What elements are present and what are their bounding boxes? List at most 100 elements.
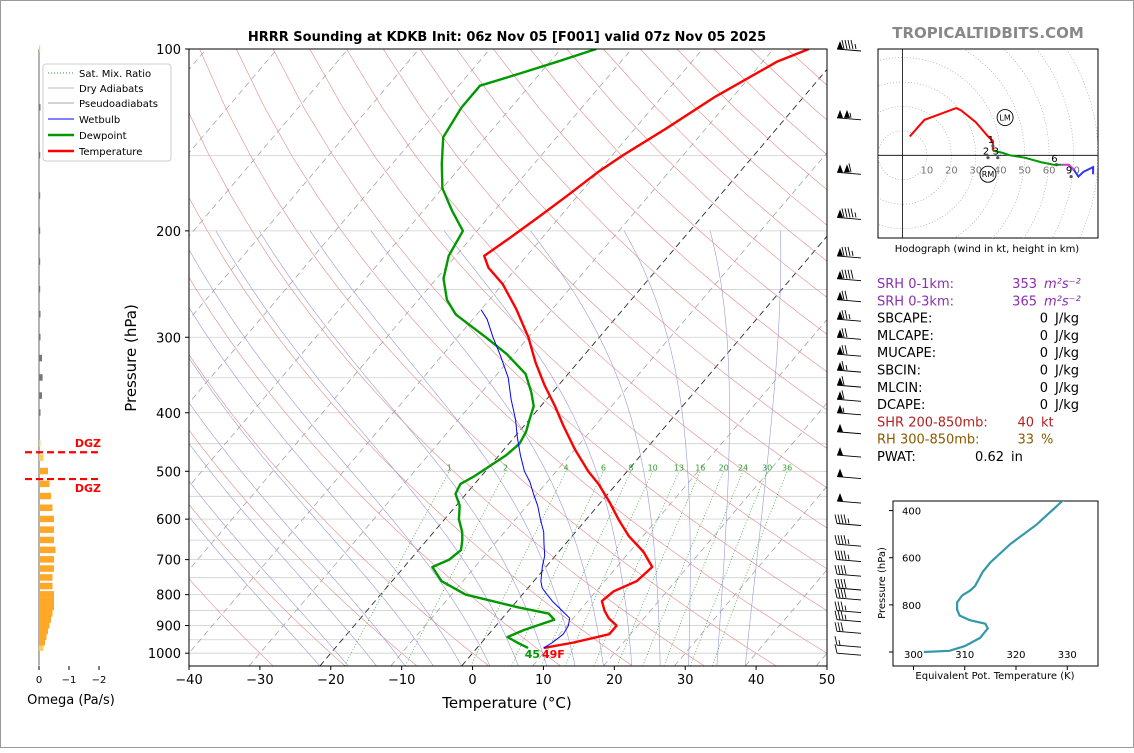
omega-bar <box>39 616 51 623</box>
isotherm-line <box>178 49 702 666</box>
mixing-ratio-label: 4 <box>563 463 568 472</box>
wind-barb-staff <box>837 49 861 51</box>
omega-bar <box>39 104 41 111</box>
y-tick-label: 300 <box>156 331 181 346</box>
storm-motion-label: LM <box>999 114 1010 123</box>
wind-barb-flag <box>845 291 847 300</box>
wind-barb-flag <box>844 565 846 574</box>
index-label: MLCIN: <box>877 381 922 396</box>
y-tick-label: 100 <box>156 43 181 58</box>
index-unit: J/kg <box>1054 398 1079 413</box>
mixing-ratio-label: 13 <box>674 463 684 472</box>
wind-barb-flag <box>835 514 837 523</box>
wind-barb <box>837 163 861 174</box>
wind-barb-staff <box>837 217 861 219</box>
wind-barb-flag <box>835 611 837 620</box>
wind-barb-flag <box>841 589 843 598</box>
index-value: 0 <box>1040 381 1048 396</box>
pseudoadiabat <box>531 231 661 666</box>
hodograph-ring-label: 20 <box>945 165 958 176</box>
index-value: 0.62 <box>975 450 1004 465</box>
wind-barb-staff <box>837 653 861 655</box>
index-unit: kt <box>1041 415 1054 430</box>
wind-barb-staff <box>837 645 861 647</box>
wind-barb-flag <box>851 270 853 279</box>
wind-barb-flag <box>845 310 847 319</box>
hodograph-ring-label: 10 <box>921 165 934 176</box>
wind-barb-flag <box>844 589 846 598</box>
index-value: 33 <box>1017 433 1034 448</box>
wind-barb <box>835 514 861 525</box>
omega-bar <box>39 152 40 159</box>
wind-barb-staff <box>837 544 861 546</box>
wind-barb-staff <box>837 620 861 622</box>
wind-barb-pennant <box>837 110 843 118</box>
mixing-ratio-label: 8 <box>628 463 633 472</box>
x-tick-label: 30 <box>677 673 694 688</box>
wind-barb-flag <box>848 208 850 217</box>
omega-bar <box>39 481 50 488</box>
index-value: 365 <box>1012 294 1037 309</box>
index-label: PWAT: <box>877 450 916 465</box>
wind-barb-half <box>845 615 846 620</box>
index-label: SHR 200-850mb: <box>877 415 988 430</box>
wind-barb <box>837 310 861 321</box>
x-tick-label: 40 <box>748 673 765 688</box>
pseudoadiabat <box>179 231 490 666</box>
wind-barb-staff <box>837 501 861 503</box>
x-tick-label: −30 <box>246 673 273 688</box>
theta-e-frame <box>893 501 1098 666</box>
omega-tick-label: 0 <box>36 675 42 686</box>
omega-bar <box>39 192 40 199</box>
omega-xlabel: Omega (Pa/s) <box>27 693 115 708</box>
wind-barb-pennant <box>837 469 843 477</box>
index-unit: J/kg <box>1054 312 1079 327</box>
wind-barb-half <box>846 365 847 370</box>
legend-label: Sat. Mix. Ratio <box>79 69 151 80</box>
wind-barb-half <box>845 606 846 611</box>
wind-barb <box>837 447 861 457</box>
wind-barb-flag <box>844 514 846 523</box>
wind-barb-pennant <box>837 424 843 432</box>
mixing-ratio-label: 36 <box>782 463 792 472</box>
mixing-ratio-label: 2 <box>503 463 508 472</box>
index-label: DCAPE: <box>877 398 925 413</box>
x-tick-label: 50 <box>819 673 836 688</box>
mixing-ratio-line <box>471 471 566 666</box>
wind-barb-flag <box>848 247 850 256</box>
wind-barb-pennant <box>837 164 843 172</box>
omega-bar <box>39 409 41 416</box>
omega-bar <box>39 526 54 533</box>
wind-barb-staff <box>837 354 861 356</box>
wind-barb-half <box>850 113 851 118</box>
profile-dewpoint <box>432 49 596 648</box>
wind-barb-half <box>848 539 849 544</box>
mixing-ratio-label: 10 <box>648 463 658 472</box>
wind-barb <box>837 291 861 302</box>
y-tick-label: 200 <box>156 225 181 240</box>
omega-bar <box>39 493 51 500</box>
wind-barb-pennant <box>837 447 843 455</box>
mixing-ratio-line <box>541 471 631 666</box>
dry-adiabat <box>163 49 705 666</box>
mixing-ratio-line <box>405 471 505 666</box>
mixing-ratio-label: 20 <box>719 463 729 472</box>
omega-bar <box>39 258 40 265</box>
index-unit: in <box>1011 450 1023 465</box>
wind-barb-staff <box>837 455 861 457</box>
omega-bar <box>39 392 42 399</box>
omega-bar <box>39 547 56 554</box>
index-label: RH 300-850mb: <box>877 433 980 448</box>
wind-barb <box>835 551 861 562</box>
pseudoadiabat <box>91 231 405 666</box>
wind-barb-staff <box>837 432 861 434</box>
skew-t-legend: Sat. Mix. Ratio Dry Adiabats Pseudoadiab… <box>43 64 171 161</box>
wind-barb <box>837 424 861 434</box>
wind-barb-flag <box>835 589 837 598</box>
hodograph-caption: Hodograph (wind in kt, height in km) <box>895 244 1080 255</box>
y-tick-label: 900 <box>156 620 181 635</box>
y-tick-label: 700 <box>156 554 181 569</box>
theta-x-tick-label: 330 <box>1058 650 1077 661</box>
index-label: SRH 0-3km: <box>877 294 954 309</box>
